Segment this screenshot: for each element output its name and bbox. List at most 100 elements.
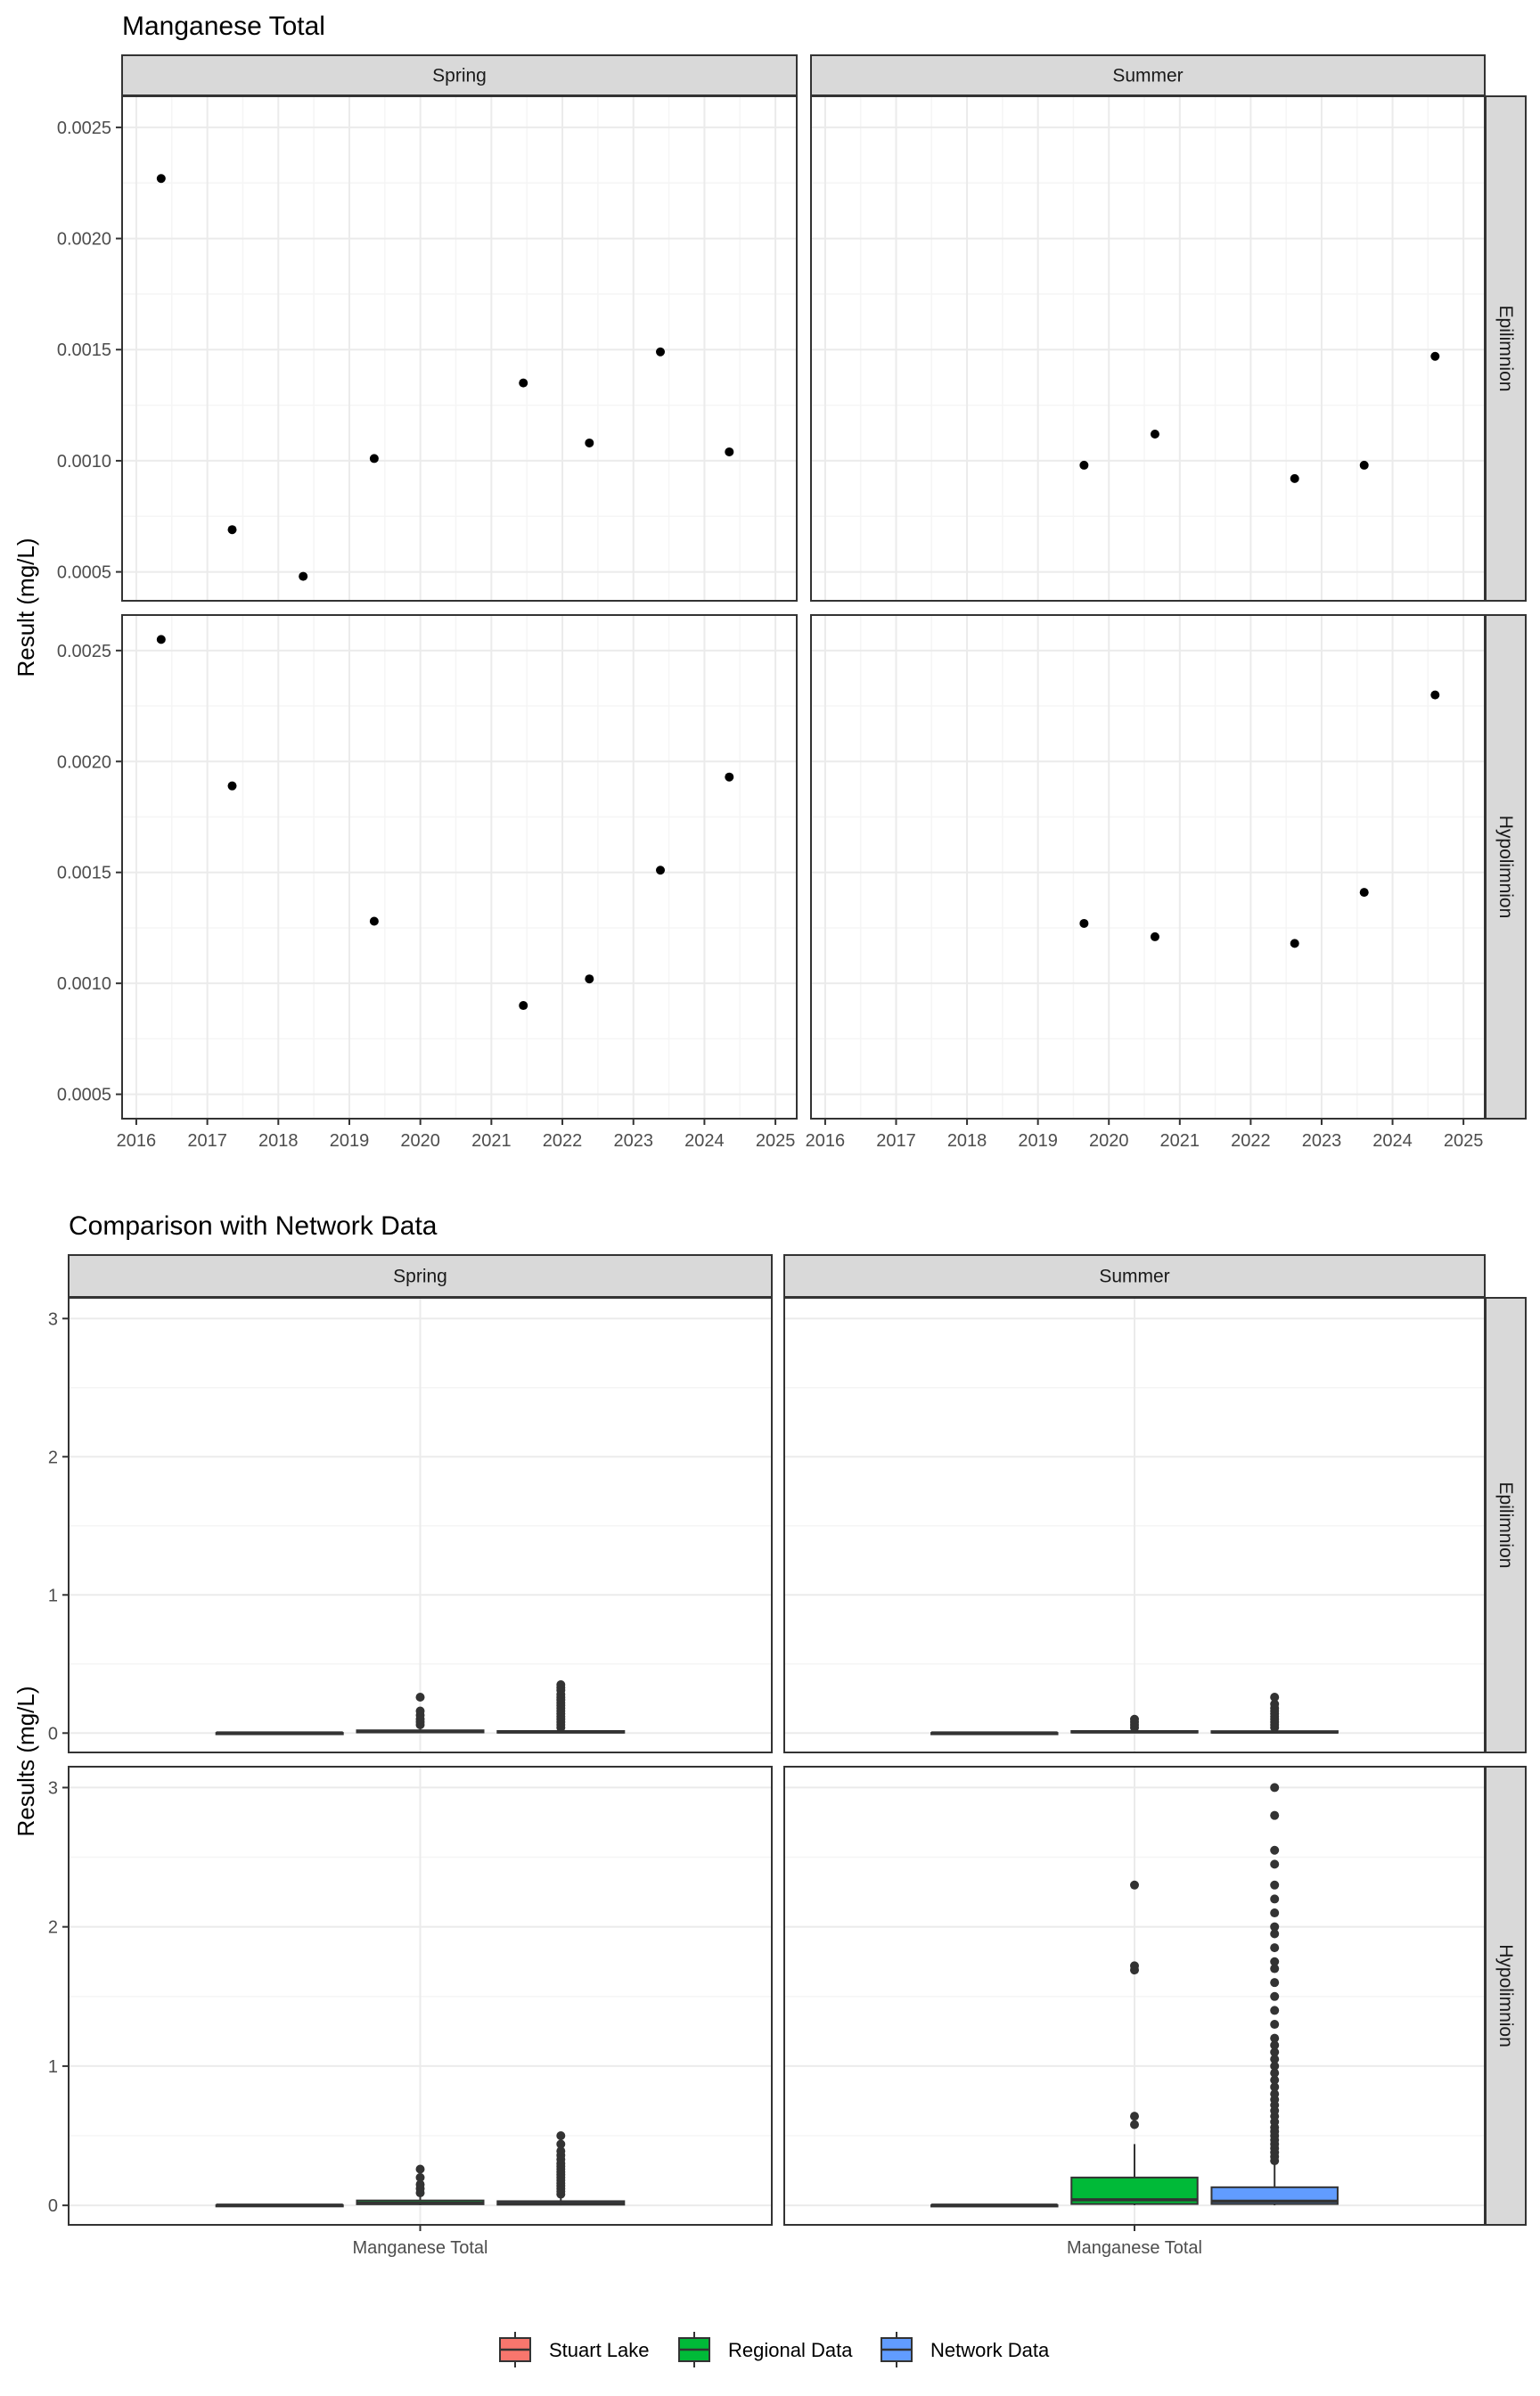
data-point — [519, 1001, 528, 1011]
x-tick-label: 2021 — [471, 1131, 512, 1151]
data-point — [585, 438, 594, 447]
outlier-point — [1270, 1957, 1280, 1966]
box-panel-summer-epilimnion — [783, 1297, 1486, 1753]
outlier-point — [1130, 1961, 1139, 1971]
data-point — [1150, 931, 1159, 941]
box-stuart-lake — [215, 1731, 344, 1735]
y-tick-label: 1 — [48, 2057, 58, 2077]
x-tick-label: 2019 — [1018, 1131, 1058, 1151]
y-tick-label: 0.0005 — [57, 563, 111, 583]
facet-strip-hypolimnion — [1485, 614, 1527, 1120]
facet-strip-label: Epilimnion — [1495, 1482, 1516, 1569]
x-tick-label: 2020 — [1089, 1131, 1129, 1151]
outlier-point — [556, 2131, 566, 2141]
outlier-point — [1270, 1964, 1280, 1973]
outlier-point — [1270, 1699, 1280, 1709]
data-point — [519, 378, 528, 388]
outlier-point — [556, 2139, 566, 2149]
y-tick-label: 0.0020 — [57, 230, 111, 250]
x-tick-label: 2025 — [756, 1131, 796, 1151]
chart-title-scatter: Manganese Total — [122, 12, 325, 41]
legend: Stuart Lake Regional Data Network Data — [499, 2332, 1050, 2367]
y-tick-label: 0.0010 — [57, 452, 111, 472]
box-panel-spring-hypolimnion: 0 1 2 3 Manganese Total — [48, 1766, 773, 2258]
facet-strip-epilimnion — [1485, 1297, 1527, 1753]
facet-strip-hypolimnion — [1485, 1766, 1527, 2226]
legend-item-stuart-lake: Stuart Lake — [499, 2332, 650, 2367]
box-regional-data — [356, 2164, 485, 2205]
chart-title-boxplot: Comparison with Network Data — [69, 1211, 438, 1241]
box-network-data — [1210, 1692, 1339, 1734]
data-point — [1079, 460, 1089, 470]
y-axis-title: Result (mg/L) — [12, 537, 39, 677]
facet-strip-label: Spring — [432, 66, 487, 86]
data-point — [656, 866, 666, 875]
outlier-point — [1270, 1929, 1280, 1939]
outlier-point — [415, 2172, 425, 2182]
outlier-point — [1270, 2047, 1280, 2057]
outlier-point — [1270, 1991, 1280, 2001]
y-tick-label: 0.0005 — [57, 1086, 111, 1105]
outlier-point — [1270, 2055, 1280, 2064]
x-tick-label: 2023 — [613, 1131, 653, 1151]
x-tick-label: 2017 — [876, 1131, 916, 1151]
data-point — [1150, 429, 1159, 439]
data-point — [1079, 918, 1089, 928]
facet-strip-label: Hypolimnion — [1495, 816, 1516, 919]
outlier-point — [415, 2164, 425, 2174]
data-point — [227, 781, 237, 791]
outlier-point — [1130, 1880, 1139, 1890]
panel-background — [122, 96, 797, 601]
box-regional-data — [1070, 1880, 1199, 2206]
outlier-point — [1270, 2040, 1280, 2050]
outlier-point — [1270, 1943, 1280, 1953]
facet-strip-label: Summer — [1112, 66, 1183, 86]
x-tick-label: 2024 — [684, 1131, 725, 1151]
box-regional-data — [356, 1692, 485, 1734]
y-tick-label: 0.0015 — [57, 341, 111, 360]
data-point — [369, 916, 379, 926]
legend-item-network-data: Network Data — [881, 2332, 1050, 2367]
outlier-point — [556, 1680, 566, 1690]
outlier-point — [1270, 2061, 1280, 2071]
legend-label: Regional Data — [728, 2339, 853, 2361]
outlier-point — [1270, 2020, 1280, 2030]
x-tick-label: 2022 — [1231, 1131, 1271, 1151]
panel-background — [811, 615, 1485, 1119]
outlier-point — [1130, 2112, 1139, 2121]
legend-label: Stuart Lake — [549, 2339, 650, 2361]
facet-strip-summer — [810, 54, 1486, 96]
x-tick-label: Manganese Total — [353, 2238, 488, 2258]
data-point — [1430, 351, 1440, 361]
outlier-point — [1270, 1783, 1280, 1793]
panel-background — [811, 96, 1485, 601]
outlier-point — [1270, 1880, 1280, 1890]
box-network-data — [1210, 1783, 1339, 2206]
y-tick-label: 2 — [48, 1448, 58, 1467]
box-network-data — [496, 2131, 626, 2206]
x-tick-label: 2016 — [806, 1131, 846, 1151]
scatter-panel-summer-hypolimnion: 2016 2017 2018 2019 2020 2021 2022 2023 2024 2025 — [806, 614, 1486, 1151]
facet-strip-spring — [121, 54, 798, 96]
data-point — [1290, 473, 1299, 483]
box-panel-summer-hypolimnion: Manganese Total — [783, 1766, 1486, 2258]
data-point — [1290, 939, 1299, 948]
outlier-point — [1270, 2033, 1280, 2043]
outlier-point — [1270, 2089, 1280, 2099]
box-panel-spring-epilimnion: 0 1 2 3 — [48, 1297, 773, 1753]
outlier-point — [1270, 2068, 1280, 2078]
x-tick-label: Manganese Total — [1067, 2238, 1202, 2258]
x-tick-label: 2016 — [117, 1131, 157, 1151]
x-tick-label: 2020 — [400, 1131, 440, 1151]
x-tick-label: 2023 — [1302, 1131, 1342, 1151]
y-tick-label: 0.0020 — [57, 752, 111, 772]
outlier-point — [1270, 1692, 1280, 1702]
y-tick-label: 1 — [48, 1586, 58, 1605]
outlier-point — [1130, 2120, 1139, 2129]
y-tick-label: 0 — [48, 2196, 58, 2216]
data-point — [156, 635, 166, 644]
boxplot-chart: 0 1 2 3 0 1 2 3 Manganese Total Manganese Total Sp… — [12, 1254, 1527, 2258]
facet-strip-summer — [783, 1254, 1486, 1298]
outlier-point — [1270, 1845, 1280, 1855]
